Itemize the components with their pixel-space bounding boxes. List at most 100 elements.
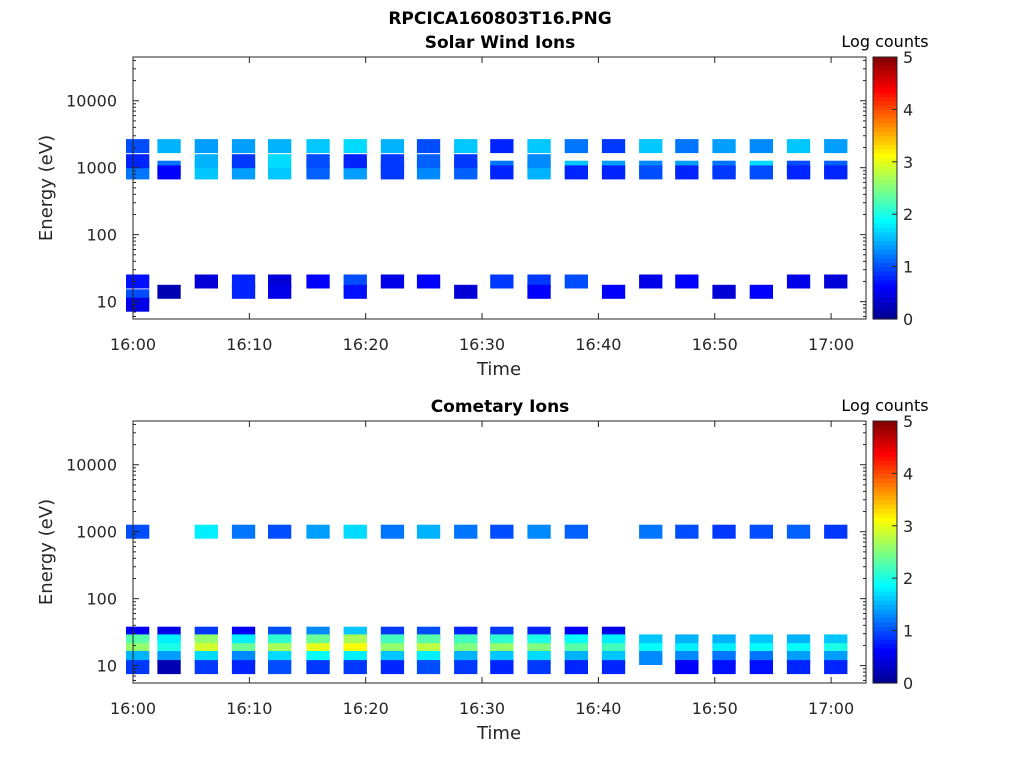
cometary-x-ticks: 16:00 16:10 16:20 16:30 16:40 16:50 17:00 [110, 421, 854, 718]
cometary-colorbar-segment [873, 429, 897, 435]
solar-wind-colorbar-segment [873, 174, 897, 180]
solar-wind-colorbar-segment [873, 61, 897, 67]
solar-wind-colorbar-segment [873, 144, 897, 150]
solar-wind-colorbar-segment [873, 65, 897, 71]
cometary-colorbar-segment [873, 490, 897, 496]
cometary-colorbar-segment [873, 582, 897, 588]
solar-wind-colorbar-frame [872, 56, 898, 320]
solar-wind-colorbar-segment [873, 179, 897, 185]
solar-wind-cell [712, 139, 736, 154]
solar-wind-cell [343, 154, 367, 169]
cometary-colorbar-segment [873, 460, 897, 466]
solar-wind-xtick-label: 16:10 [226, 335, 272, 354]
solar-wind-colorbar-segment [873, 249, 897, 255]
cometary-colorbar-tick-label: 1 [903, 622, 913, 641]
solar-wind-cell [601, 284, 626, 299]
solar-wind-ytick-label: 1000 [76, 159, 117, 178]
solar-wind-cell [126, 297, 150, 312]
cometary-colorbar-segment [873, 652, 897, 658]
solar-wind-colorbar-segment [873, 310, 897, 316]
cometary-colorbar-segment [873, 552, 897, 557]
cometary-colorbar-segment [873, 421, 897, 426]
cometary-ytick-label: 1000 [76, 523, 117, 542]
cometary-cell [157, 660, 181, 675]
cometary-title: Cometary Ions [431, 397, 570, 417]
cometary-cell [343, 524, 367, 539]
cometary-xtick-label: 16:00 [110, 699, 156, 718]
solar-wind-colorbar-segment [873, 214, 897, 220]
cometary-cell [343, 660, 367, 675]
cometary-cell [712, 524, 736, 539]
cometary-colorbar-segment [873, 521, 897, 527]
solar-wind-cell [126, 154, 150, 169]
solar-wind-colorbar-segment [873, 96, 897, 102]
solar-wind-colorbar-segment [873, 231, 897, 237]
solar-wind-cell [416, 139, 441, 154]
cometary-cell [268, 524, 292, 539]
solar-wind-cell [268, 139, 292, 154]
cometary-colorbar-segment [873, 643, 897, 649]
solar-wind-colorbar-segment [873, 148, 897, 154]
cometary-colorbar-segment [873, 621, 897, 627]
cometary-colorbar-segment [873, 455, 897, 461]
solar-wind-colorbar-tick-label: 1 [903, 258, 913, 277]
solar-wind-cell [126, 139, 150, 154]
solar-wind-xtick-label: 17:00 [808, 335, 854, 354]
solar-wind-colorbar-segment [873, 279, 897, 285]
cometary-cell [490, 660, 514, 675]
cometary-cell [454, 660, 478, 675]
cometary-cell [824, 524, 848, 539]
cometary-cell [380, 660, 405, 675]
solar-wind-cell [749, 284, 773, 299]
solar-wind-colorbar-segment [873, 205, 897, 211]
solar-wind-colorbar-segment [873, 196, 897, 202]
solar-wind-cell [454, 165, 478, 180]
solar-wind-cell [712, 165, 736, 180]
solar-wind-colorbar-segment [873, 157, 897, 163]
cometary-colorbar: 0 1 2 3 4 5 [872, 412, 913, 693]
cometary-colorbar-segment [873, 617, 897, 623]
cometary-cell [639, 524, 663, 539]
cometary-colorbar-segment [873, 586, 897, 592]
cometary-ylabel: Energy (eV) [36, 499, 57, 605]
solar-wind-cell [639, 274, 663, 289]
cometary-cell [126, 660, 150, 675]
solar-wind-cell [231, 154, 256, 169]
cometary-colorbar-segment [873, 477, 897, 483]
solar-wind-colorbar-segment [873, 78, 897, 84]
cometary-colorbar-segment [873, 669, 897, 675]
solar-wind-colorbar-segment [873, 257, 897, 263]
solar-wind-cell [343, 284, 367, 299]
solar-wind-cell [380, 274, 405, 289]
cometary-colorbar-segment [873, 674, 897, 680]
solar-wind-cell [194, 165, 218, 180]
solar-wind-cell [675, 165, 699, 180]
solar-wind-colorbar-tick-label: 2 [903, 205, 913, 224]
cometary-colorbar-segment [873, 538, 897, 544]
cometary-ytick-label: 10 [97, 657, 117, 676]
solar-wind-colorbar-segment [873, 218, 897, 224]
cometary-colorbar-segment [873, 499, 897, 505]
solar-wind-cell [786, 274, 811, 289]
solar-wind-colorbar-segment [873, 153, 897, 159]
solar-wind-cell [527, 165, 551, 180]
solar-wind-cell [527, 284, 551, 299]
solar-wind-colorbar-segment [873, 166, 897, 172]
cometary-colorbar-segment [873, 630, 897, 636]
solar-wind-colorbar-segment [873, 288, 897, 294]
solar-wind-ytick-label: 10 [97, 293, 117, 312]
cometary-colorbar-segment [873, 442, 897, 448]
solar-wind-colorbar-segment [873, 188, 897, 193]
solar-wind-colorbar-segment [873, 122, 897, 128]
solar-wind-colorbar-segment [873, 131, 897, 137]
solar-wind-ytick-label: 100 [86, 226, 117, 245]
solar-wind-xtick-label: 16:30 [459, 335, 505, 354]
cometary-colorbar-segment [873, 604, 897, 610]
solar-wind-cell [157, 165, 181, 180]
solar-wind-cell [380, 139, 405, 154]
solar-wind-cell [639, 165, 663, 180]
cometary-cell [231, 524, 256, 539]
cometary-xtick-label: 16:50 [692, 699, 738, 718]
cometary-colorbar-segment [873, 469, 897, 474]
